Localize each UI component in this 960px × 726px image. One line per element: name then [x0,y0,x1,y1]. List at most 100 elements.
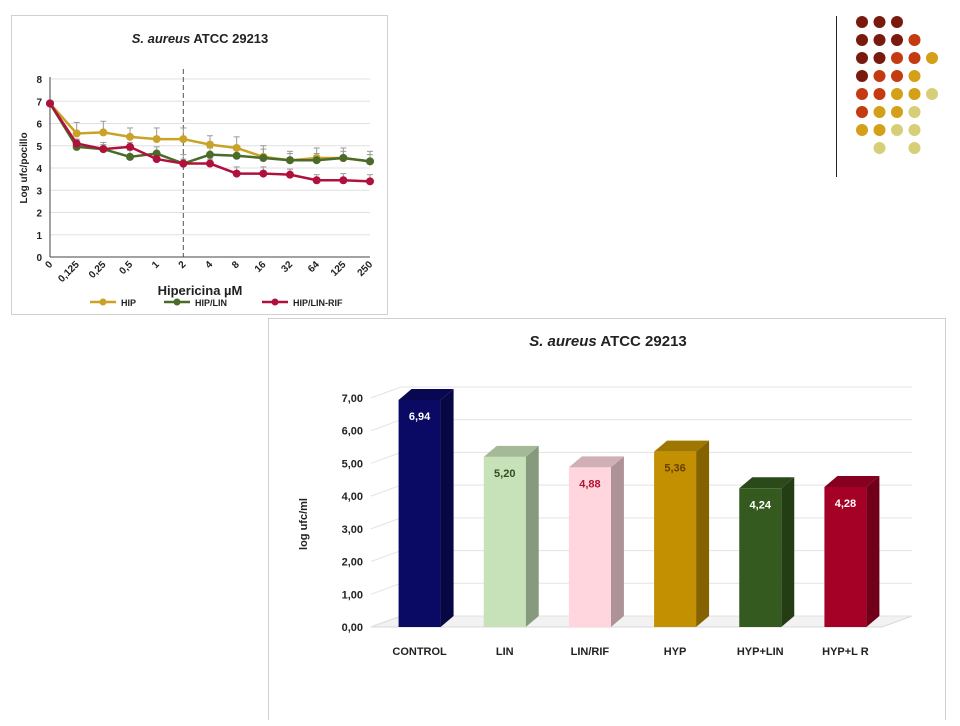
y-tick-label: 4,00 [342,491,363,503]
bar-top [568,456,624,468]
y-tick-label: 1 [36,231,42,242]
decorative-dot [873,142,886,154]
x-tick-label: 16 [253,259,269,275]
decorative-dot [873,70,886,82]
decorative-dot [873,34,886,46]
bar-top [739,477,795,489]
bar [824,486,867,627]
x-tick-label: 32 [279,259,295,275]
bar-value-label: 6,94 [409,411,431,423]
decorative-dot [908,124,921,136]
y-tick-label: 8 [36,75,42,86]
decorative-dot [873,88,886,100]
y-tick-label: 0 [36,253,42,264]
data-point [152,155,161,164]
decorative-dot [856,70,868,82]
decorative-dot [926,52,938,64]
bar [483,456,526,627]
data-point [179,159,188,168]
x-tick-label: HYP [664,646,687,658]
bar [568,467,611,627]
title-rest-part: ATCC 29213 [190,31,268,46]
bar-side [696,440,710,627]
y-tick-label: 2 [36,209,42,220]
y-tick-label: 3,00 [342,524,363,536]
line-chart-title: S. aureus ATCC 29213 [132,31,269,46]
legend-label: HIP/LIN [195,298,227,308]
data-point [366,177,374,186]
x-tick-label: CONTROL [392,646,447,658]
bar-top [824,475,880,487]
x-tick-label: HYP+L R [822,646,869,658]
bar-side [610,456,624,627]
data-point [72,139,81,148]
decorative-dot [856,88,868,100]
data-point [206,159,214,168]
bar-chart-panel: S. aureus ATCC 29213 0,00 1,00 2,00 3,00 4,00… [268,318,946,720]
decorative-dot [856,106,868,118]
data-point [126,132,134,141]
data-point [152,149,161,158]
y-tick-label: 7,00 [342,393,363,405]
decorative-dot [908,70,921,82]
legend-swatch-marker [271,298,279,306]
decorative-dot [891,106,903,118]
x-tick-label: 125 [329,259,349,279]
decorative-dot [908,106,921,118]
x-tick-label: 0,5 [118,259,136,277]
bar-side [525,445,539,627]
x-tick-label: HYP+LIN [737,646,784,658]
decorative-dot [908,142,921,154]
legend-label: HIP [121,298,136,308]
decorative-dot [873,16,886,28]
decorative-dot [856,34,868,46]
data-point [206,140,214,149]
decorative-dot [873,124,886,136]
y-tick-label: 4 [36,164,42,175]
line-chart-panel: S. aureus ATCC 29213 0 1 2 3 4 5 6 7 8 0 0,125 0,25 0… [11,15,388,315]
bar [398,399,441,627]
data-point [72,129,81,138]
y-tick-label: 6 [36,120,42,131]
gridline [370,386,912,399]
y-tick-label: 7 [36,97,42,108]
bar-value-label: 4,24 [750,499,772,511]
bar-top [654,440,710,452]
y-tick-label: 3 [36,186,42,197]
y-axis-label: log ufc/ml [298,498,310,550]
title-italic-part: S. aureus [132,31,191,46]
data-point [206,150,214,159]
decorative-dot [891,88,903,100]
data-point [259,169,268,178]
decorative-dot [891,16,903,28]
bar [739,488,782,627]
legend-label: HIP/LIN-RIF [293,298,343,308]
bar-value-label: 4,88 [579,478,600,490]
data-point [46,99,54,108]
legend-swatch-marker [173,298,181,306]
x-tick-label: 8 [230,259,242,271]
divider-line [836,16,837,177]
y-tick-label: 0,00 [342,622,363,634]
x-tick-label: LIN [496,646,514,658]
decorative-dot [891,124,903,136]
data-point [312,156,321,165]
y-tick-label: 5,00 [342,458,363,470]
decorative-dot [908,88,921,100]
x-tick-label: LIN/RIF [571,646,610,658]
data-point [312,176,321,185]
data-point [232,151,241,160]
bar-side [866,475,880,627]
x-tick-label: 64 [306,259,322,275]
x-tick-label: 2 [177,259,189,271]
data-point [366,157,374,166]
bar-side [440,388,454,627]
decorative-dot [891,52,903,64]
decorative-dot [856,16,868,28]
bar [654,451,697,627]
y-tick-label: 6,00 [342,426,363,438]
decorative-dot-grid [856,16,938,154]
y-axis-label: Log ufc/pocillo [19,132,30,203]
title-rest-part: ATCC 29213 [597,333,687,350]
